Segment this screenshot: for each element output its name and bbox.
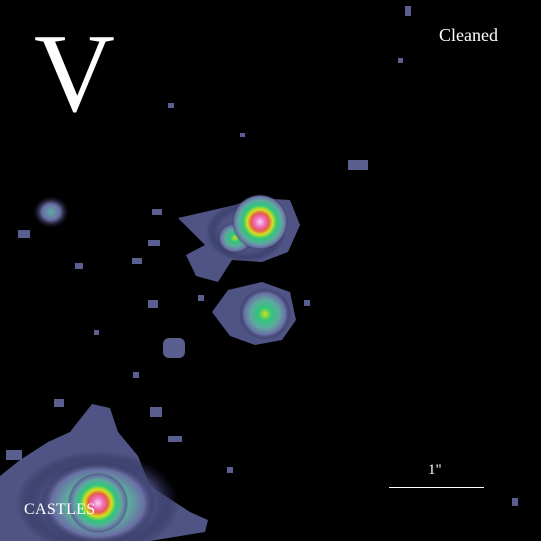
scale-bar-label: 1": [428, 462, 442, 478]
north-source: [178, 194, 300, 282]
survey-credit: CASTLES: [24, 501, 96, 518]
west-faint-source: [33, 196, 69, 228]
south-source: [212, 282, 296, 345]
scale-bar: [389, 487, 484, 488]
processing-label: Cleaned: [439, 25, 498, 45]
faint-knot: [163, 338, 185, 358]
band-label: V: [34, 12, 115, 136]
bright-southwest-object: [0, 404, 208, 541]
background-noise: [6, 6, 518, 506]
